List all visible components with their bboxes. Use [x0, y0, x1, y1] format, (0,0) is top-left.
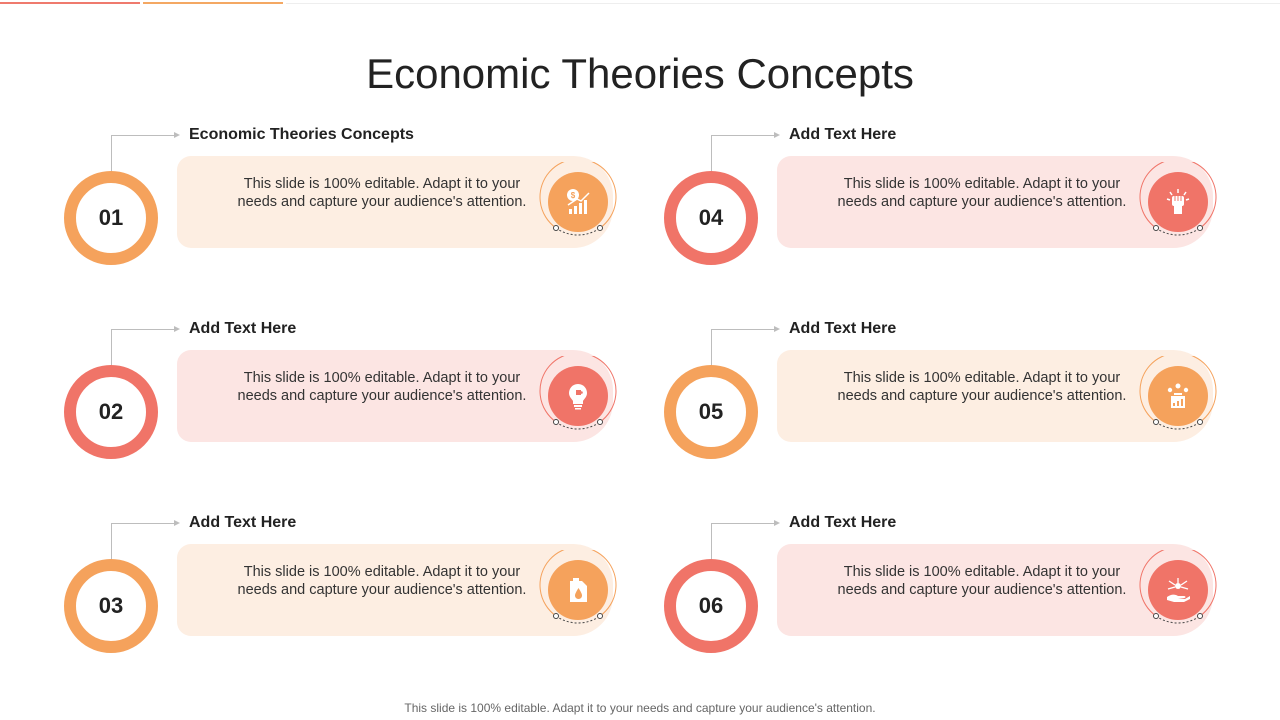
connector-line — [711, 329, 712, 367]
connector-line — [111, 329, 112, 367]
connector-line — [111, 135, 175, 136]
item-description: This slide is 100% editable. Adapt it to… — [837, 176, 1127, 210]
connector-line — [111, 135, 112, 173]
item-description: This slide is 100% editable. Adapt it to… — [237, 176, 527, 210]
footer-note: This slide is 100% editable. Adapt it to… — [404, 701, 876, 715]
item-card: This slide is 100% editable. Adapt it to… — [177, 544, 613, 636]
item-description: This slide is 100% editable. Adapt it to… — [237, 564, 527, 598]
item-heading: Add Text Here — [789, 514, 897, 531]
icon-badge — [538, 550, 618, 630]
slide-title: Economic Theories Concepts — [366, 50, 914, 98]
connector-line — [711, 523, 712, 561]
top-accent-bar — [0, 0, 1280, 5]
item-description: This slide is 100% editable. Adapt it to… — [837, 564, 1127, 598]
connector-arrow-icon — [174, 132, 180, 138]
number-ring: 04 — [664, 171, 758, 265]
hand-network-icon — [1148, 560, 1208, 620]
item-number: 06 — [698, 593, 724, 618]
item-heading: Add Text Here — [189, 320, 297, 337]
concept-item-04: Add Text Here This slide is 100% editabl… — [664, 126, 1224, 275]
connector-arrow-icon — [774, 326, 780, 332]
connector-line — [111, 523, 175, 524]
item-heading: Add Text Here — [789, 320, 897, 337]
item-heading: Economic Theories Concepts — [189, 126, 414, 143]
item-number: 02 — [98, 399, 124, 424]
icon-badge — [1138, 356, 1218, 436]
connector-line — [711, 135, 775, 136]
concept-item-06: Add Text Here This slide is 100% editabl… — [664, 514, 1224, 663]
connector-arrow-icon — [774, 132, 780, 138]
lightbulb-puzzle-icon — [548, 366, 608, 426]
accent-segment-orange — [143, 2, 283, 4]
connector-line — [711, 523, 775, 524]
connector-line — [111, 329, 175, 330]
svg-text:$: $ — [571, 191, 576, 200]
accent-segment-gray — [286, 3, 1280, 4]
item-description: This slide is 100% editable. Adapt it to… — [237, 370, 527, 404]
connector-line — [711, 135, 712, 173]
item-number: 03 — [98, 593, 124, 618]
icon-badge — [1138, 550, 1218, 630]
raised-fist-icon — [1148, 172, 1208, 232]
number-ring: 01 — [64, 171, 158, 265]
item-heading: Add Text Here — [789, 126, 897, 143]
item-description: This slide is 100% editable. Adapt it to… — [837, 370, 1127, 404]
item-number: 01 — [98, 205, 124, 230]
item-number: 05 — [698, 399, 724, 424]
number-ring: 06 — [664, 559, 758, 653]
item-number: 04 — [698, 205, 724, 230]
team-growth-chart-icon — [1148, 366, 1208, 426]
number-ring: 02 — [64, 365, 158, 459]
concept-item-01: Economic Theories Concepts This slide is… — [64, 126, 624, 275]
fuel-jerrycan-icon — [548, 560, 608, 620]
icon-badge: $ — [538, 162, 618, 242]
connector-arrow-icon — [174, 520, 180, 526]
concept-item-03: Add Text Here This slide is 100% editabl… — [64, 514, 624, 663]
connector-arrow-icon — [774, 520, 780, 526]
icon-badge — [538, 356, 618, 436]
concept-item-02: Add Text Here This slide is 100% editabl… — [64, 320, 624, 469]
number-ring: 05 — [664, 365, 758, 459]
icon-badge — [1138, 162, 1218, 242]
dollar-growth-chart-icon: $ — [548, 172, 608, 232]
connector-arrow-icon — [174, 326, 180, 332]
item-card: This slide is 100% editable. Adapt it to… — [177, 350, 613, 442]
connector-line — [711, 329, 775, 330]
connector-line — [111, 523, 112, 561]
concept-item-05: Add Text Here This slide is 100% editabl… — [664, 320, 1224, 469]
number-ring: 03 — [64, 559, 158, 653]
item-heading: Add Text Here — [189, 514, 297, 531]
accent-segment-red — [0, 2, 140, 4]
